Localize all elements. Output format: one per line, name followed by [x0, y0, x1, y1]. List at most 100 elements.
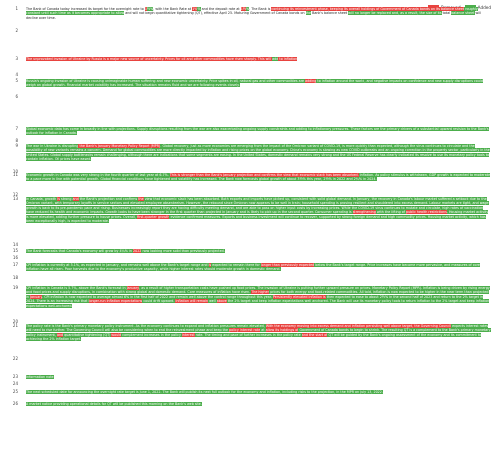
- line-number: 14: [12, 242, 18, 247]
- removed-segment: adding: [305, 79, 317, 83]
- line-number: 17: [12, 262, 18, 267]
- line-number: 1: [15, 6, 18, 11]
- removed-segment: above: [216, 299, 227, 304]
- line-number: 21: [12, 323, 18, 328]
- line-text: The war in Ukraine is disrupting the Ban…: [26, 144, 491, 162]
- added-segment: could drift upward.: [142, 299, 176, 304]
- removed-segment: the Bank's January Monetary Policy Repor…: [78, 144, 161, 148]
- line-number: 4: [15, 72, 18, 77]
- line-number: 3: [15, 56, 18, 61]
- unchanged-segment: The Bank of Canada today increased its t…: [26, 7, 145, 11]
- line-text: CPI inflation is currently at 5.1%, as e…: [26, 263, 491, 272]
- removed-segment: would: [111, 332, 122, 337]
- removed-segment: 2022: [133, 249, 142, 253]
- removed-segment: and the start of: [301, 332, 328, 337]
- removed-segment: This is stronger than the Bank's January…: [169, 173, 359, 177]
- added-segment: the Bank's projection and confirms: [78, 197, 139, 201]
- line-text: The Bank forecasts that Canada's economy…: [26, 249, 491, 253]
- removed-segment: allow its holdings of: [265, 328, 299, 333]
- line-number: 13: [12, 196, 18, 201]
- added-segment: below the Bank's target range. Price inc…: [26, 263, 480, 272]
- added-segment: evidence confirmed measures. Exports and…: [26, 214, 486, 224]
- removed-segment: continuing its reinvestment phase, keepi…: [271, 7, 465, 11]
- added-segment: at: [260, 328, 266, 333]
- removed-segment: is: [57, 197, 60, 201]
- unchanged-segment: . The Bank is: [249, 7, 272, 11]
- added-segment: with the lifting of: [375, 210, 406, 215]
- added-segment: Russia's ongoing invasion of Ukraine is …: [26, 79, 306, 83]
- line-text: The Bank of Canada today increased its t…: [26, 7, 491, 20]
- line-number: 26: [12, 401, 18, 406]
- added-segment: Inflation. As policy stimulus is withdra…: [26, 173, 491, 182]
- line-text: A market notice providing operational de…: [26, 402, 491, 406]
- added-segment: . CPI inflation is now expected to avera…: [42, 294, 273, 299]
- line-number: 9: [15, 143, 18, 148]
- line-number: 22: [12, 356, 18, 361]
- added-segment: Information note: [26, 375, 54, 379]
- line-number: 5: [15, 78, 18, 83]
- removed-segment: January: [126, 286, 140, 290]
- added-segment: quantitative tightening (QT): [63, 332, 112, 337]
- added-segment: A market notice providing operational de…: [26, 402, 202, 406]
- added-segment: The war in Ukraine is disrupting: [26, 144, 79, 148]
- added-segment: CPI inflation is currently at 5.1%, as e…: [26, 263, 209, 267]
- line-number: 19: [12, 285, 18, 290]
- line-number: 24: [12, 381, 18, 386]
- line-number: 23: [12, 374, 18, 379]
- removed-segment: Inflation will remain: [175, 299, 209, 304]
- line-number: 10: [12, 169, 18, 174]
- line-number: 25: [12, 389, 18, 394]
- unchanged-segment: and the deposit rate at: [200, 7, 241, 11]
- added-segment: The Bank forecasts that Canada's economy…: [26, 249, 133, 253]
- line-text: The next scheduled date for announcing t…: [26, 390, 491, 394]
- added-segment: add: [272, 57, 279, 61]
- unchanged-segment: Bank's balance sheet: [311, 11, 349, 16]
- line-text: Russia's ongoing invasion of Ukraine is …: [26, 79, 491, 88]
- line-number: 6: [15, 94, 18, 99]
- added-segment: The next scheduled date for announcing t…: [26, 390, 383, 394]
- added-segment: The policy rate is the Bank's primary mo…: [26, 324, 266, 328]
- added-segment: to inflation around the world: [316, 79, 365, 83]
- added-segment: Oil prices have eased.: [54, 157, 92, 162]
- unchanged-segment: total: [441, 11, 452, 16]
- removed-segment: is: [208, 263, 212, 267]
- added-segment: Global economic data has come in broadly…: [26, 127, 135, 131]
- line-number: 8: [15, 138, 18, 143]
- removed-segment: the: [138, 197, 144, 201]
- line-text: Information note: [26, 375, 491, 379]
- line-text: The unprovoked invasion of Ukraine by Ru…: [26, 57, 491, 61]
- removed-segment: January: [30, 294, 43, 299]
- added-segment: %: [245, 7, 250, 11]
- line-number: 15: [12, 248, 18, 253]
- added-segment: expected to remain there for: [211, 263, 261, 267]
- removed-segment: Persistently elevated inflation is: [272, 294, 326, 299]
- added-segment: the: [305, 11, 312, 16]
- removed-segment: 1: [144, 7, 147, 11]
- added-segment: now looking more solid than previously p…: [141, 249, 225, 253]
- added-segment: rate. The timing and pace of further inc…: [194, 332, 302, 337]
- line-number: 7: [15, 126, 18, 131]
- added-segment: %: [197, 7, 201, 11]
- added-segment: complement increases in the policy: [121, 332, 182, 337]
- line-text: CPI inflation in Canada is 5.7%, above t…: [26, 286, 491, 308]
- line-number: 20: [12, 319, 18, 324]
- added-segment: Economic growth in Canada was very stron…: [26, 173, 170, 177]
- removed-segment: 1¾: [192, 7, 198, 11]
- line-text: In Canada, growth is strong and the Bank…: [26, 197, 491, 224]
- line-text: Global economic data has come in broadly…: [26, 127, 491, 136]
- line-number: 11: [12, 172, 18, 177]
- removed-segment: strengthening: [352, 210, 376, 215]
- removed-segment: and: [56, 332, 64, 337]
- line-number: 16: [12, 255, 18, 260]
- removed-segment: interest: [181, 332, 195, 337]
- unchanged-segment: will decline over time.: [26, 11, 481, 20]
- removed-segment: The higher: [251, 290, 270, 295]
- removed-segment: With the economy moving into excess dema…: [265, 324, 452, 328]
- line-number: 2: [15, 28, 18, 33]
- removed-segment: longer-run inflation expectations: [88, 299, 143, 304]
- line-number: 18: [12, 275, 18, 280]
- removed-segment: first-quarter growth: [137, 214, 170, 219]
- added-segment: In Canada, growth: [26, 197, 58, 201]
- added-segment: . Global recovery, just as more economie…: [26, 144, 490, 162]
- removed-segment: 1½: [240, 7, 246, 11]
